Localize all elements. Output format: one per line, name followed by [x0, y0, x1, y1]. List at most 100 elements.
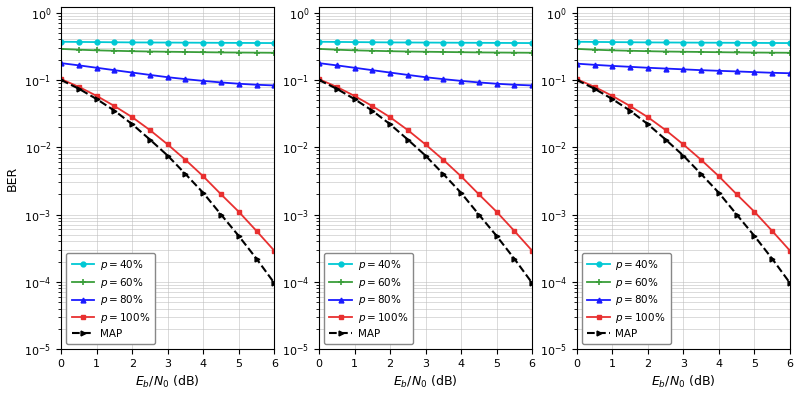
- $p = 100\%$: [643, 115, 653, 120]
- MAP: [785, 281, 795, 286]
- $p = 100\%$: [74, 84, 84, 89]
- Line: $p = 40\%$: $p = 40\%$: [316, 39, 535, 46]
- $p = 40\%$: [181, 40, 190, 45]
- MAP: [678, 153, 688, 158]
- $p = 40\%$: [767, 41, 777, 46]
- $p = 40\%$: [607, 40, 617, 44]
- $p = 80\%$: [421, 75, 431, 80]
- $p = 80\%$: [92, 65, 101, 70]
- $p = 60\%$: [439, 50, 448, 54]
- $p = 60\%$: [57, 46, 66, 51]
- $p = 80\%$: [269, 83, 279, 88]
- $p = 60\%$: [145, 49, 155, 54]
- MAP: [421, 153, 431, 158]
- MAP: [749, 234, 759, 238]
- MAP: [385, 122, 395, 127]
- Line: $p = 100\%$: $p = 100\%$: [316, 77, 535, 253]
- $p = 100\%$: [678, 142, 688, 147]
- $p = 80\%$: [732, 69, 741, 74]
- $p = 40\%$: [252, 41, 261, 46]
- Legend: $p = 40\%$, $p = 60\%$, $p = 80\%$, $p = 100\%$, MAP: $p = 40\%$, $p = 60\%$, $p = 80\%$, $p =…: [582, 253, 671, 344]
- MAP: [403, 137, 412, 142]
- $p = 100\%$: [661, 128, 670, 133]
- Line: $p = 40\%$: $p = 40\%$: [59, 39, 276, 46]
- $p = 40\%$: [714, 40, 724, 45]
- X-axis label: $E_b/N_0$ (dB): $E_b/N_0$ (dB): [393, 374, 458, 390]
- $p = 60\%$: [181, 50, 190, 54]
- $p = 100\%$: [590, 84, 599, 89]
- MAP: [527, 281, 537, 286]
- $p = 100\%$: [109, 104, 119, 109]
- Line: MAP: MAP: [316, 78, 535, 286]
- $p = 60\%$: [643, 49, 653, 53]
- $p = 80\%$: [678, 67, 688, 72]
- $p = 80\%$: [385, 70, 395, 75]
- MAP: [456, 190, 466, 195]
- $p = 100\%$: [492, 209, 502, 214]
- MAP: [127, 122, 137, 127]
- $p = 80\%$: [439, 77, 448, 82]
- $p = 100\%$: [92, 93, 101, 98]
- $p = 60\%$: [314, 46, 324, 51]
- $p = 100\%$: [198, 174, 208, 179]
- $p = 80\%$: [368, 68, 377, 72]
- $p = 40\%$: [163, 40, 173, 45]
- $p = 60\%$: [234, 50, 244, 55]
- MAP: [145, 137, 155, 142]
- $p = 40\%$: [785, 41, 795, 46]
- MAP: [332, 86, 341, 91]
- $p = 60\%$: [269, 50, 279, 55]
- $p = 40\%$: [492, 40, 502, 45]
- $p = 60\%$: [127, 49, 137, 53]
- $p = 100\%$: [145, 128, 155, 133]
- Line: $p = 60\%$: $p = 60\%$: [574, 46, 793, 56]
- $p = 100\%$: [749, 209, 759, 214]
- $p = 100\%$: [626, 104, 635, 109]
- $p = 60\%$: [678, 50, 688, 54]
- $p = 60\%$: [403, 49, 412, 54]
- $p = 60\%$: [590, 48, 599, 52]
- $p = 100\%$: [350, 93, 360, 98]
- $p = 60\%$: [474, 50, 483, 55]
- $p = 100\%$: [217, 192, 226, 197]
- $p = 40\%$: [456, 40, 466, 45]
- $p = 80\%$: [109, 68, 119, 72]
- MAP: [109, 108, 119, 113]
- Line: $p = 100\%$: $p = 100\%$: [574, 77, 793, 253]
- $p = 40\%$: [198, 40, 208, 45]
- Line: $p = 40\%$: $p = 40\%$: [574, 39, 793, 46]
- $p = 40\%$: [590, 40, 599, 44]
- $p = 100\%$: [269, 248, 279, 253]
- $p = 40\%$: [234, 40, 244, 45]
- Line: $p = 60\%$: $p = 60\%$: [316, 46, 535, 56]
- $p = 40\%$: [643, 40, 653, 45]
- Y-axis label: BER: BER: [6, 166, 18, 191]
- $p = 100\%$: [439, 158, 448, 162]
- MAP: [198, 190, 208, 195]
- Line: $p = 80\%$: $p = 80\%$: [59, 61, 276, 88]
- $p = 80\%$: [127, 70, 137, 75]
- MAP: [217, 212, 226, 217]
- $p = 40\%$: [74, 40, 84, 44]
- $p = 100\%$: [714, 174, 724, 179]
- $p = 60\%$: [109, 48, 119, 53]
- $p = 40\%$: [527, 41, 537, 46]
- $p = 40\%$: [314, 39, 324, 44]
- $p = 100\%$: [314, 77, 324, 82]
- $p = 60\%$: [217, 50, 226, 55]
- $p = 40\%$: [697, 40, 706, 45]
- MAP: [732, 212, 741, 217]
- $p = 60\%$: [456, 50, 466, 55]
- $p = 60\%$: [626, 48, 635, 53]
- $p = 40\%$: [92, 40, 101, 44]
- MAP: [643, 122, 653, 127]
- $p = 100\%$: [57, 77, 66, 82]
- $p = 100\%$: [234, 209, 244, 214]
- $p = 80\%$: [252, 82, 261, 87]
- $p = 100\%$: [785, 248, 795, 253]
- $p = 40\%$: [572, 39, 582, 44]
- $p = 60\%$: [785, 50, 795, 55]
- Legend: $p = 40\%$, $p = 60\%$, $p = 80\%$, $p = 100\%$, MAP: $p = 40\%$, $p = 60\%$, $p = 80\%$, $p =…: [66, 253, 155, 344]
- $p = 40\%$: [439, 40, 448, 45]
- $p = 60\%$: [732, 50, 741, 55]
